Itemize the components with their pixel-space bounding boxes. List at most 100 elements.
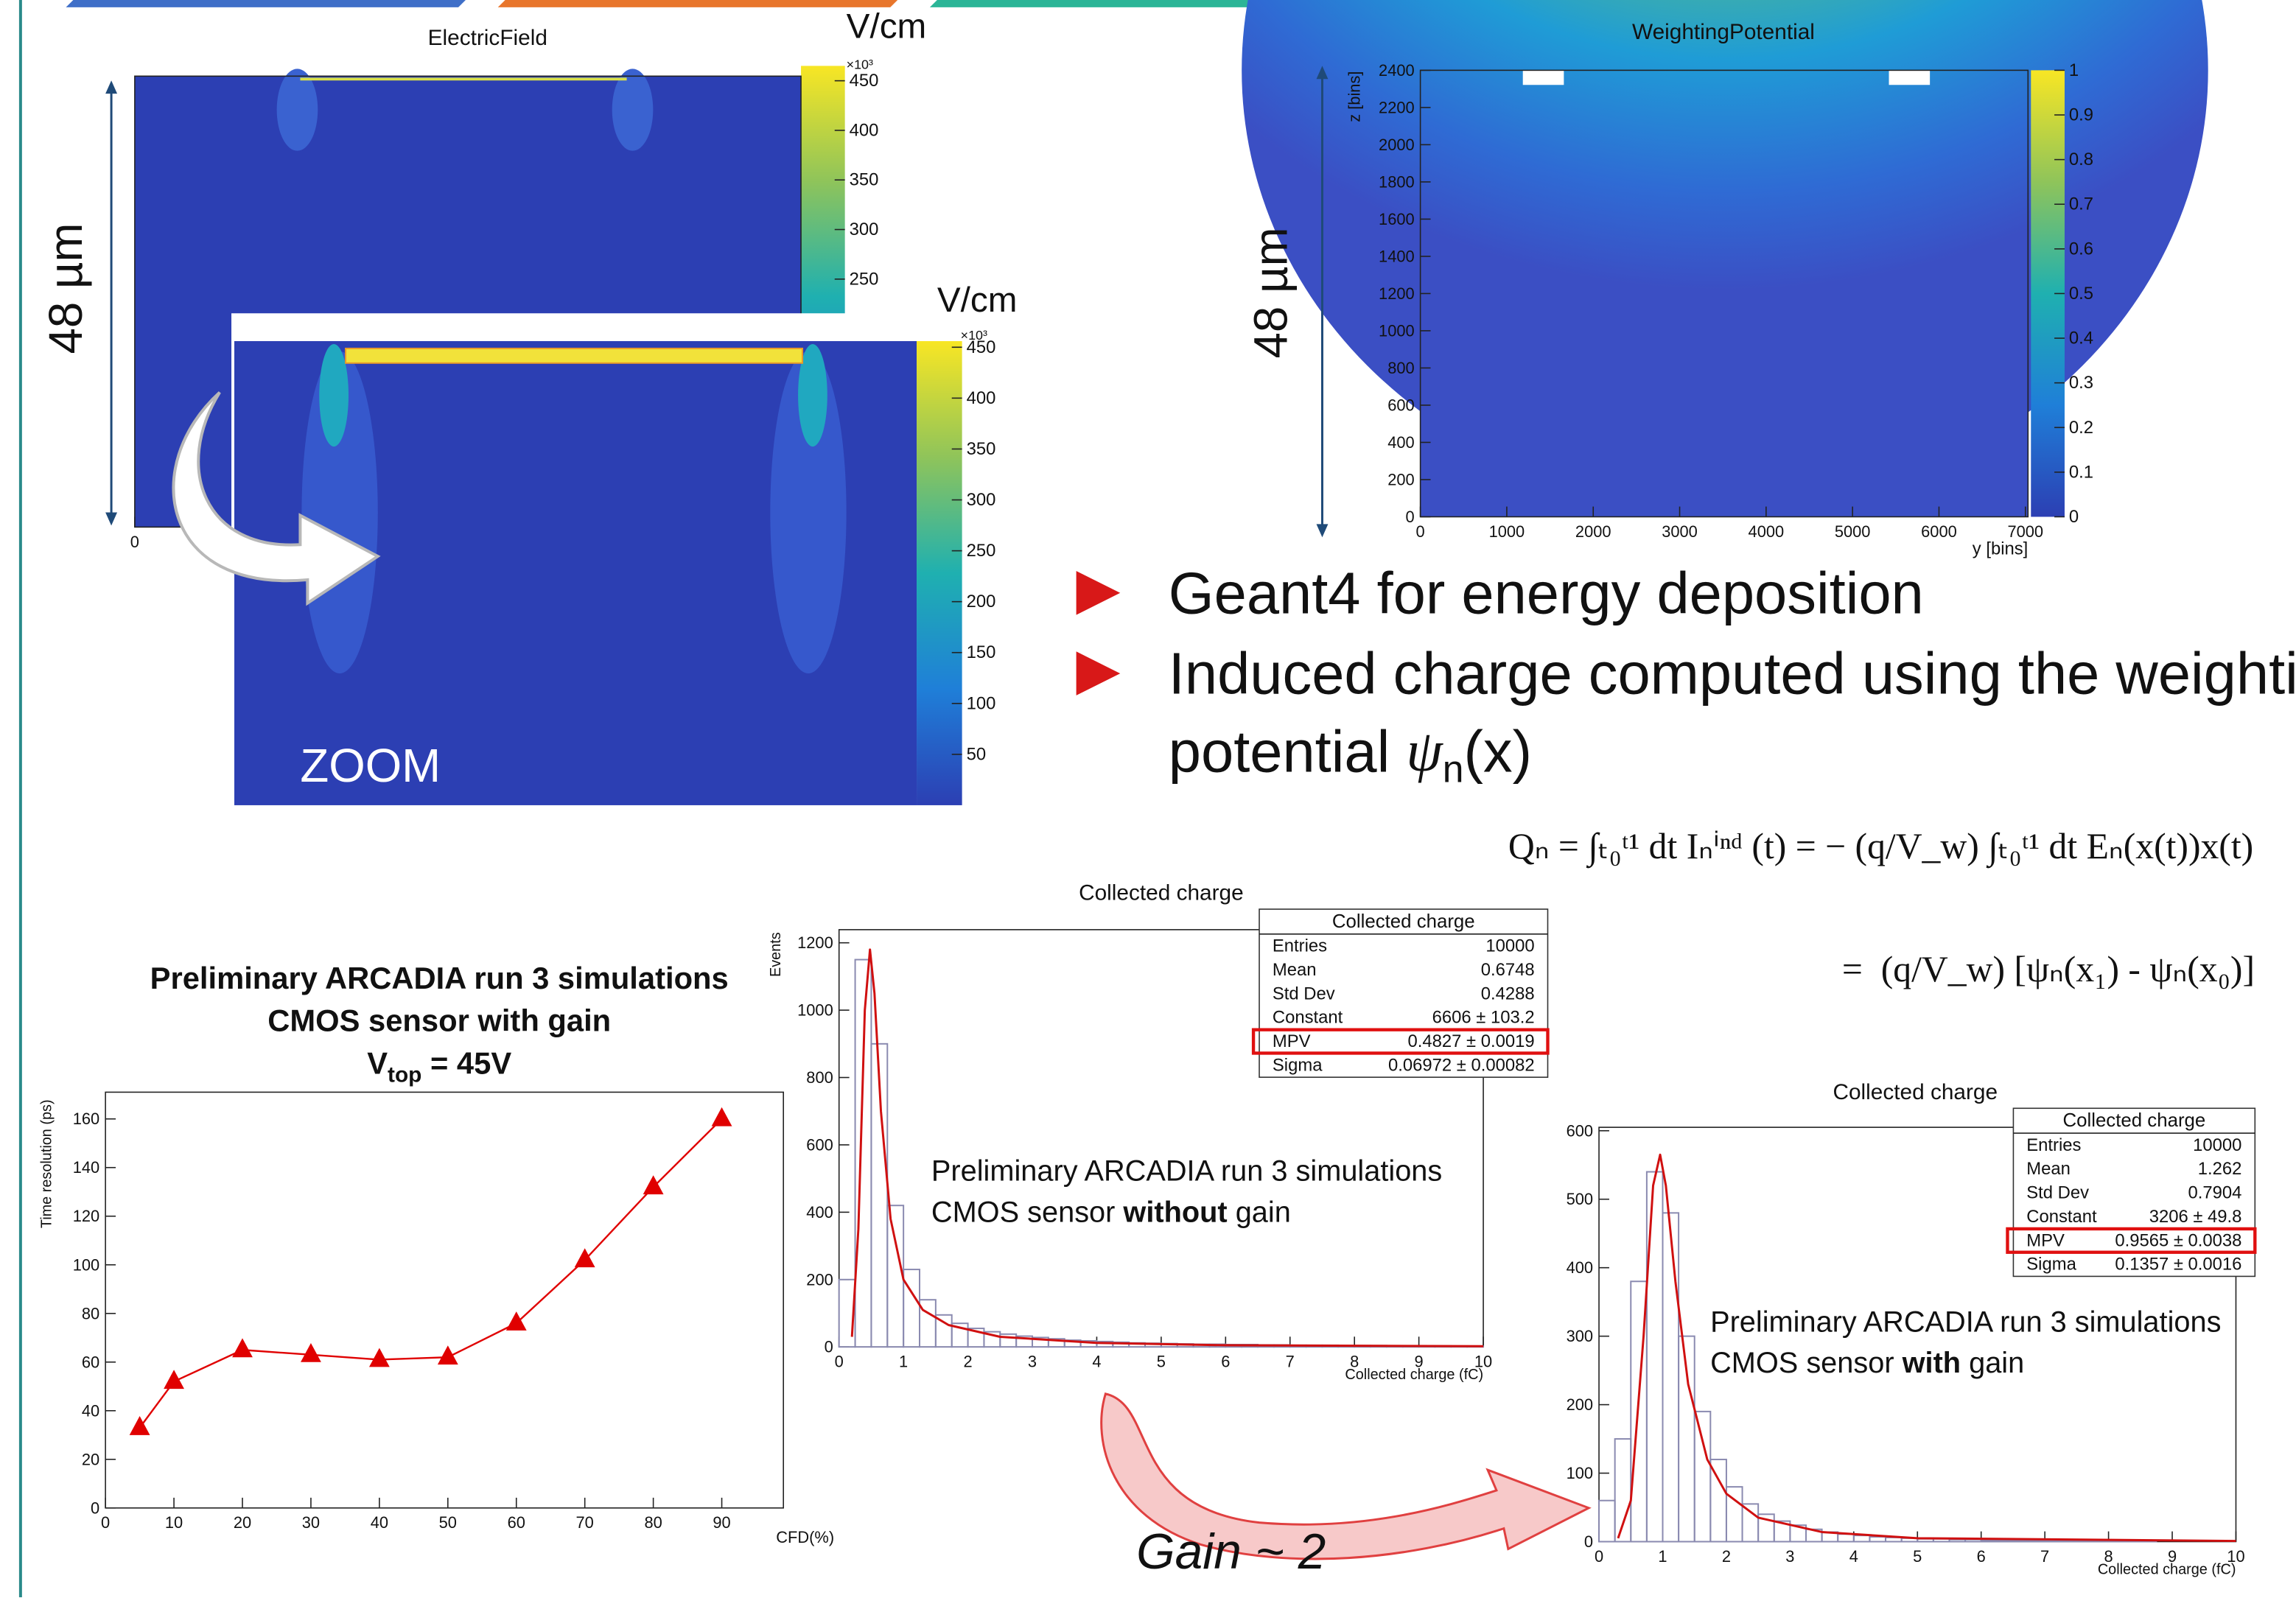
y-tick-label: 1000 <box>1379 321 1415 340</box>
colorbar-tick-label: 350 <box>850 170 879 190</box>
unit-label: V/cm <box>847 7 927 46</box>
x-tick-label: 4 <box>1849 1547 1858 1566</box>
stats-box <box>2012 1107 2256 1278</box>
chart-title: ElectricField <box>428 26 547 50</box>
depth-label: 48 µm <box>1245 227 1297 358</box>
heatmap-image <box>770 351 847 674</box>
histogram-bin <box>2076 1540 2093 1543</box>
y-tick-label: 1200 <box>797 933 833 952</box>
time-resolution-chart: Preliminary ARCADIA run 3 simulations CMO… <box>39 961 834 1546</box>
heatmap-image <box>1889 70 1931 85</box>
x-tick-label: 7000 <box>2007 522 2043 541</box>
y-tick-label: 500 <box>1567 1190 1593 1208</box>
x-tick-label: 0 <box>835 1353 844 1371</box>
y-tick-label: 100 <box>73 1255 99 1274</box>
y-tick-label: 120 <box>73 1207 99 1225</box>
stats-value: 0.6748 <box>1481 960 1535 980</box>
y-tick-label: 1400 <box>1379 247 1415 265</box>
arrow-head <box>1316 66 1329 80</box>
arrow-head <box>105 512 118 526</box>
colorbar-tick-label: 400 <box>967 388 996 408</box>
x-tick-label: 1000 <box>1489 522 1525 541</box>
x-tick-label: 20 <box>234 1513 251 1532</box>
bullet-marker <box>1076 570 1121 615</box>
annotation-emphasis: without <box>1122 1196 1227 1228</box>
chart-title: CMOS sensor with gain <box>267 1003 611 1038</box>
colorbar <box>917 341 962 805</box>
colorbar-tick-label: 100 <box>967 693 996 713</box>
annotation: Preliminary ARCADIA run 3 simulations <box>931 1155 1442 1188</box>
stats-box <box>1259 908 1549 1078</box>
x-tick-label: 50 <box>439 1513 457 1532</box>
x-tick-label: 6000 <box>1921 522 1957 541</box>
y-tick-label: 0 <box>1406 508 1415 526</box>
y-tick-label: 100 <box>1567 1464 1593 1482</box>
y-tick-label: 2400 <box>1379 61 1415 80</box>
x-axis-label: CFD(%) <box>776 1528 834 1546</box>
fit-curve <box>1617 1153 2236 1543</box>
chart-title: Collected charge <box>1833 1080 1998 1104</box>
x-tick-label: 0 <box>130 533 139 551</box>
stats-label: Mean <box>2026 1159 2071 1179</box>
zoom-label: ZOOM <box>300 740 441 792</box>
x-tick-label: 5000 <box>1835 522 1871 541</box>
x-tick-label: 3 <box>1785 1547 1794 1566</box>
y-tick-label: 40 <box>82 1401 99 1420</box>
data-marker <box>301 1342 321 1362</box>
x-tick-label: 8 <box>2104 1547 2113 1566</box>
x-tick-label: 6 <box>1977 1547 1986 1566</box>
stats-label: Mean <box>1273 960 1317 980</box>
colorbar-tick-label: 450 <box>967 337 996 357</box>
data-marker <box>437 1345 458 1365</box>
plot-frame <box>105 1091 784 1509</box>
data-line <box>139 1118 723 1429</box>
colorbar-tick-label: 400 <box>850 120 879 140</box>
subtitle-text: V <box>367 1045 388 1080</box>
data-marker <box>129 1415 150 1435</box>
y-tick-label: 0 <box>91 1499 99 1517</box>
y-tick-label: 80 <box>82 1304 99 1322</box>
y-tick-label: 200 <box>806 1270 833 1289</box>
x-tick-label: 80 <box>644 1513 662 1532</box>
stats-label: Sigma <box>2026 1255 2076 1275</box>
heatmap-image <box>798 343 827 447</box>
highlight-box <box>2006 1227 2257 1254</box>
colorbar-tick-label: 300 <box>967 490 996 510</box>
y-tick-label: 200 <box>1387 470 1414 488</box>
y-tick-label: 160 <box>73 1110 99 1128</box>
stats-value: 1.262 <box>2198 1159 2242 1179</box>
x-tick-label: 3 <box>1028 1353 1037 1371</box>
tab <box>66 0 466 7</box>
y-axis-label: Time resolution (ps) <box>39 1099 55 1228</box>
stats-value: 3206 ± 49.8 <box>2149 1207 2242 1227</box>
data-marker <box>505 1311 527 1331</box>
colorbar-tick-label: 0.7 <box>2069 195 2093 214</box>
y-tick-label: 1000 <box>797 1001 833 1020</box>
exponent-label: ×10³ <box>847 57 873 71</box>
gain-label: Gain ~ 2 <box>1136 1524 1326 1580</box>
x-tick-label: 8 <box>1350 1353 1359 1371</box>
bullets: Geant4 for energy deposition Induced cha… <box>1076 560 2296 790</box>
annotation-emphasis: with <box>1902 1347 1961 1379</box>
x-tick-label: 60 <box>508 1513 525 1532</box>
stats-title: Collected charge <box>1332 911 1475 932</box>
x-tick-label: 2 <box>963 1353 972 1371</box>
colorbar-tick-label: 0.9 <box>2069 105 2093 125</box>
data-marker <box>368 1348 390 1367</box>
annotation-text: gain <box>1961 1347 2024 1379</box>
depth-label: 48 µm <box>40 222 92 354</box>
data-marker <box>164 1370 184 1390</box>
bullet-text: Induced charge computed using the weight… <box>1169 641 2296 707</box>
annotation-text: gain <box>1228 1196 1291 1228</box>
x-tick-label: 6 <box>1221 1353 1230 1371</box>
bullet-text: potential ψn(x) <box>1169 718 1532 790</box>
x-tick-label: 1 <box>899 1353 908 1371</box>
histogram-bin <box>870 1042 889 1348</box>
colorbar-tick-label: 300 <box>850 220 879 239</box>
x-tick-label: 7 <box>2040 1547 2049 1566</box>
stats-label: Entries <box>1273 936 1327 956</box>
y-tick-label: 600 <box>1387 396 1414 414</box>
heatmap-image <box>612 69 654 151</box>
